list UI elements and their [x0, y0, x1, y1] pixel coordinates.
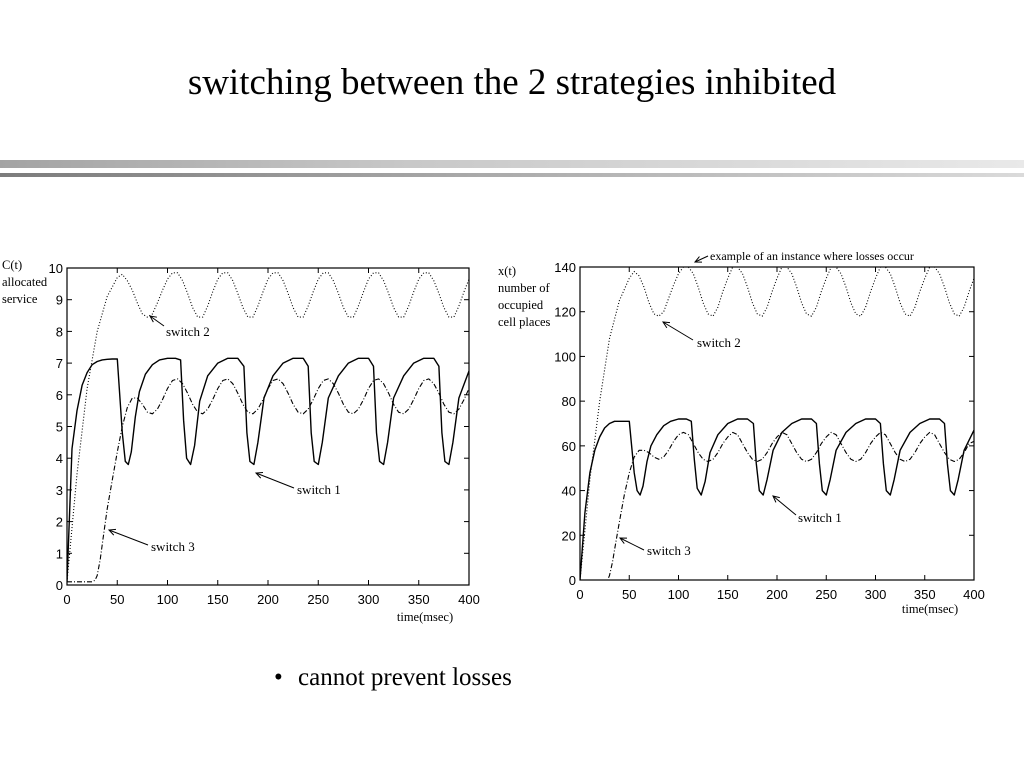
annotation-arrow-head	[662, 321, 671, 329]
annotation-label: switch 1	[798, 510, 842, 525]
x-tick-label: 250	[815, 587, 837, 602]
x-tick-label: 400	[963, 587, 985, 602]
x-tick-label: 0	[63, 592, 70, 607]
annotation-arrow-head	[693, 256, 703, 263]
x-tick-label: 200	[766, 587, 788, 602]
y-tick-label: 140	[554, 260, 576, 275]
annotation-arrow-line	[255, 472, 295, 489]
annotation-arrow-line	[694, 255, 709, 263]
series-switch-2	[67, 272, 469, 582]
y-axis-label-line: service	[2, 292, 38, 306]
y-tick-label: 60	[562, 439, 576, 454]
series-switch-3	[67, 378, 469, 583]
annotation-arrow-head	[772, 495, 780, 503]
y-tick-label: 0	[569, 573, 576, 588]
annotation-arrow-line	[108, 529, 149, 546]
y-tick-label: 5	[56, 420, 63, 435]
y-tick-label: 40	[562, 484, 576, 499]
annotation-arrow-line	[662, 321, 694, 341]
y-axis-label-line: C(t)	[2, 258, 22, 272]
x-tick-label: 250	[307, 592, 329, 607]
series-switch-1	[67, 357, 469, 582]
series-switch-2	[580, 266, 974, 581]
annotation-arrow-head	[618, 537, 628, 544]
y-tick-label: 7	[56, 356, 63, 371]
annotation-label: example of an instance where losses occu…	[710, 249, 914, 263]
chart-1: 0 50 100 150 200 250 300 350 400 0 1 2 3 4 5 6 7 8 9 10 C(t)…	[2, 258, 480, 624]
y-axis-label-line: number of	[498, 281, 551, 295]
x-tick-label: 350	[914, 587, 936, 602]
x-tick-label: 50	[622, 587, 636, 602]
y-tick-label: 8	[56, 324, 63, 339]
y-tick-label: 20	[562, 528, 576, 543]
chart-2: 0 50 100 150 200 250 300 350 400 0 20 40 60 80 100 120 1…	[498, 249, 985, 616]
bullet-text: cannot prevent losses	[298, 664, 512, 691]
annotation-label: switch 1	[297, 482, 341, 497]
x-tick-label: 200	[257, 592, 279, 607]
y-axis-label-line: occupied	[498, 298, 544, 312]
y-tick-label: 3	[56, 483, 63, 498]
slide-title: switching between the 2 strategies inhib…	[187, 62, 837, 103]
bullet-item: • cannot prevent losses	[274, 662, 512, 694]
title-rule-upper	[0, 160, 1024, 168]
bullet-dot: •	[274, 664, 283, 691]
y-axis-label-line: cell places	[498, 315, 551, 329]
y-tick-label: 100	[554, 349, 576, 364]
x-tick-label: 150	[717, 587, 739, 602]
series-switch-1	[580, 418, 974, 581]
series-switch-3	[580, 431, 974, 581]
y-tick-label: 6	[56, 388, 63, 403]
annotation-label: switch 3	[151, 539, 195, 554]
y-axis-label-line: x(t)	[498, 264, 516, 278]
annotation-label: switch 2	[166, 324, 210, 339]
annotation-arrow-head	[107, 528, 117, 536]
x-tick-label: 0	[576, 587, 583, 602]
annotation-arrow-line	[619, 537, 645, 551]
x-axis-label: time(msec)	[397, 610, 453, 624]
x-tick-label: 100	[157, 592, 179, 607]
annotation-arrow-line	[772, 495, 797, 516]
y-tick-label: 120	[554, 305, 576, 320]
y-tick-label: 1	[56, 546, 63, 561]
x-tick-label: 400	[458, 592, 480, 607]
x-tick-label: 350	[408, 592, 430, 607]
x-tick-label: 100	[668, 587, 690, 602]
plot-frame	[579, 266, 975, 581]
x-tick-label: 300	[865, 587, 887, 602]
annotation-arrow-head	[254, 471, 264, 479]
x-tick-label: 50	[110, 592, 124, 607]
annotation-arrow-line	[149, 315, 165, 327]
y-tick-label: 2	[56, 515, 63, 530]
annotation-label: switch 2	[697, 335, 741, 350]
y-tick-label: 9	[56, 293, 63, 308]
y-tick-label: 80	[562, 394, 576, 409]
x-axis-label: time(msec)	[902, 602, 958, 616]
x-tick-label: 300	[358, 592, 380, 607]
y-axis-label-line: allocated	[2, 275, 48, 289]
x-tick-label: 150	[207, 592, 229, 607]
annotation-label: switch 3	[647, 543, 691, 558]
annotation-arrow-head	[149, 315, 157, 323]
y-tick-label: 10	[49, 261, 63, 276]
title-rule-lower	[0, 173, 1024, 177]
y-tick-label: 0	[56, 578, 63, 593]
y-tick-label: 4	[56, 451, 63, 466]
